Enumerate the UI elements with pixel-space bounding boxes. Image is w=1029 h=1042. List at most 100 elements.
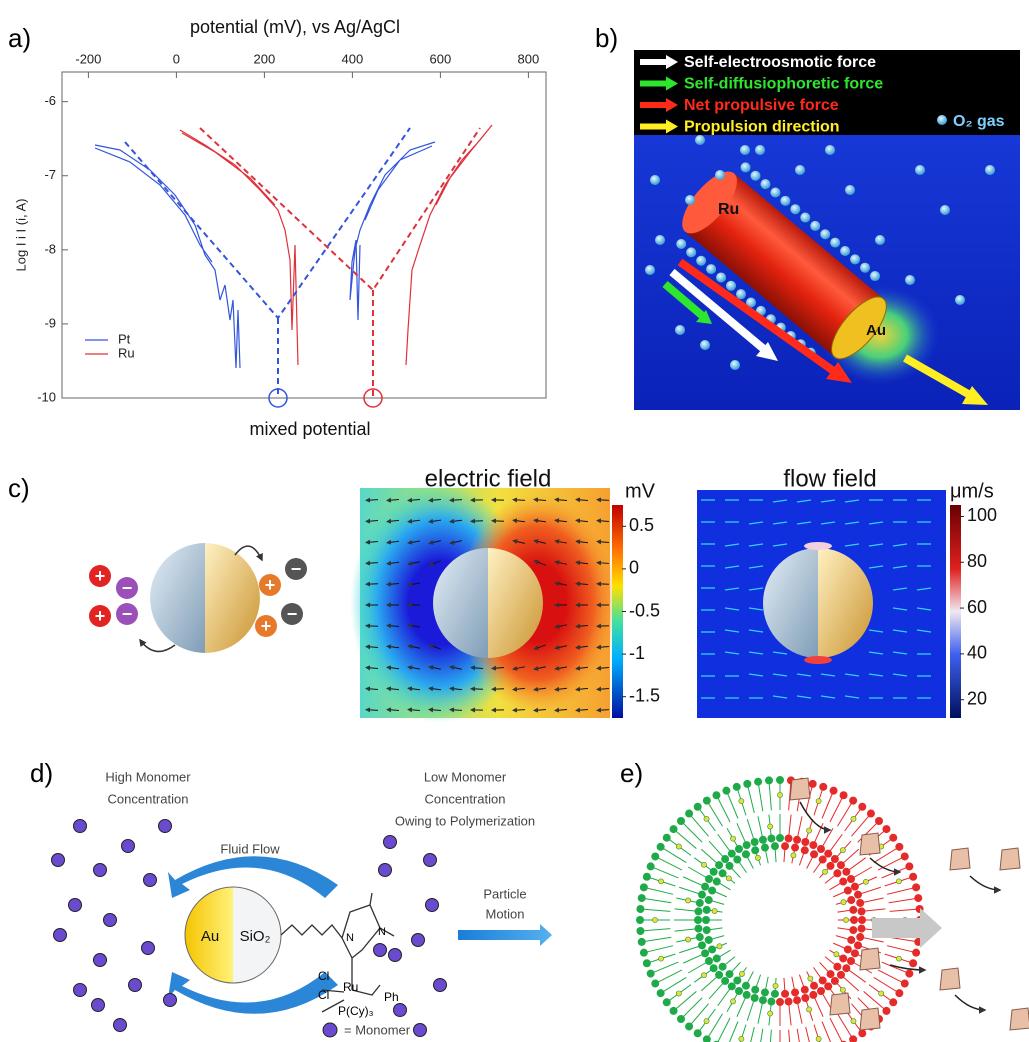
bubble bbox=[736, 289, 746, 299]
lipid-head bbox=[694, 803, 702, 811]
y-tick-label: -9 bbox=[44, 315, 56, 330]
lipid-head bbox=[819, 783, 827, 791]
lipid-tail bbox=[726, 791, 737, 819]
lipid-head bbox=[677, 1015, 685, 1023]
lipid-tail bbox=[655, 856, 682, 870]
bubble bbox=[800, 213, 810, 223]
ion-sign: + bbox=[95, 606, 106, 626]
lipid-tail bbox=[681, 821, 702, 842]
curves bbox=[95, 125, 492, 407]
bubble bbox=[770, 187, 780, 197]
lipid-head bbox=[847, 896, 855, 904]
lipid-head bbox=[776, 834, 784, 842]
lipid-tail bbox=[642, 937, 672, 942]
lipid-head bbox=[791, 988, 799, 996]
bubble bbox=[905, 275, 915, 285]
bubble bbox=[675, 325, 685, 335]
ion-sign: − bbox=[287, 604, 298, 624]
lipid-head bbox=[801, 838, 809, 846]
monomer-icon bbox=[323, 1023, 337, 1037]
drug bbox=[730, 836, 735, 841]
lipid-head bbox=[751, 986, 759, 994]
field-arrow bbox=[597, 626, 609, 627]
bubble bbox=[730, 360, 740, 370]
lipid-head bbox=[849, 906, 857, 914]
lipid-tail bbox=[878, 970, 905, 984]
chem-atom: Ru bbox=[343, 980, 358, 994]
lipid-head bbox=[636, 905, 644, 913]
lipid-head bbox=[677, 817, 685, 825]
y-tick-label: -8 bbox=[44, 241, 56, 256]
lipid-head bbox=[895, 843, 903, 851]
lipid-head bbox=[696, 899, 704, 907]
map-title: flow field bbox=[783, 465, 876, 492]
bubble bbox=[955, 295, 965, 305]
lipid-head bbox=[767, 998, 775, 1006]
panel-label: c) bbox=[8, 473, 30, 503]
panel-a: a) potential (mV), vs Ag/AgCl Log I i I … bbox=[8, 17, 546, 439]
lipid-tail bbox=[747, 1027, 754, 1042]
bubble bbox=[716, 272, 726, 282]
bubble bbox=[645, 265, 655, 275]
lipid-head bbox=[833, 869, 841, 877]
gas-icon bbox=[937, 115, 947, 125]
bubble bbox=[845, 185, 855, 195]
curved-arrow bbox=[140, 640, 175, 651]
lipid-tail bbox=[758, 1029, 763, 1042]
caption: Owing to Polymerization bbox=[395, 813, 535, 828]
lipid-head bbox=[761, 988, 769, 996]
cargo bbox=[860, 948, 880, 970]
monomer bbox=[159, 820, 172, 833]
lipid-head bbox=[771, 990, 779, 998]
lipid-head bbox=[694, 907, 702, 915]
lipid-head bbox=[657, 989, 665, 997]
bubble bbox=[825, 145, 835, 155]
colorbar-tick-label: 0.5 bbox=[629, 515, 654, 535]
lipid-head bbox=[793, 996, 801, 1004]
chem-atom: Cl bbox=[318, 969, 329, 983]
lipid-head bbox=[889, 834, 897, 842]
lipid-head bbox=[854, 941, 862, 949]
drug bbox=[768, 824, 773, 829]
colorbar-tick-label: 80 bbox=[967, 551, 987, 571]
monomer bbox=[389, 949, 402, 962]
x-tick-label: -200 bbox=[75, 51, 101, 66]
bubble bbox=[715, 170, 725, 180]
caption: Low Monomer bbox=[424, 769, 507, 784]
lipid-head bbox=[856, 899, 864, 907]
field-arrow bbox=[366, 626, 378, 627]
caption: Fluid Flow bbox=[220, 841, 280, 856]
drug bbox=[863, 879, 868, 884]
colorbar-unit: μm/s bbox=[950, 480, 994, 502]
lipid-head bbox=[725, 970, 733, 978]
monomer bbox=[384, 836, 397, 849]
bubble bbox=[915, 165, 925, 175]
lipid-head bbox=[809, 780, 817, 788]
lipid-head bbox=[837, 971, 845, 979]
lipid-head bbox=[849, 797, 857, 805]
bubble bbox=[686, 247, 696, 257]
cargo-arrow bbox=[955, 995, 985, 1010]
drug bbox=[768, 1011, 773, 1016]
caption: High Monomer bbox=[105, 769, 191, 784]
drug bbox=[659, 879, 664, 884]
lipid-head bbox=[847, 936, 855, 944]
cargo bbox=[830, 993, 850, 1015]
lipid-head bbox=[817, 845, 825, 853]
lipid-head bbox=[830, 787, 838, 795]
drug bbox=[773, 983, 778, 988]
lipid-head bbox=[685, 810, 693, 818]
lipid-head bbox=[850, 916, 858, 924]
legend-label: Self-electroosmotic force bbox=[684, 54, 876, 71]
lipid-head bbox=[708, 945, 716, 953]
lipid-head bbox=[909, 873, 917, 881]
cargo bbox=[950, 848, 970, 870]
lipid-tail bbox=[642, 898, 672, 903]
drug bbox=[879, 991, 884, 996]
colorbar-tick-label: 100 bbox=[967, 505, 997, 525]
lipid-head bbox=[651, 852, 659, 860]
lipid-tail bbox=[822, 791, 833, 819]
motion-arrow bbox=[458, 924, 552, 946]
annotation: mixed potential bbox=[249, 419, 370, 439]
lipid-head bbox=[751, 994, 759, 1002]
